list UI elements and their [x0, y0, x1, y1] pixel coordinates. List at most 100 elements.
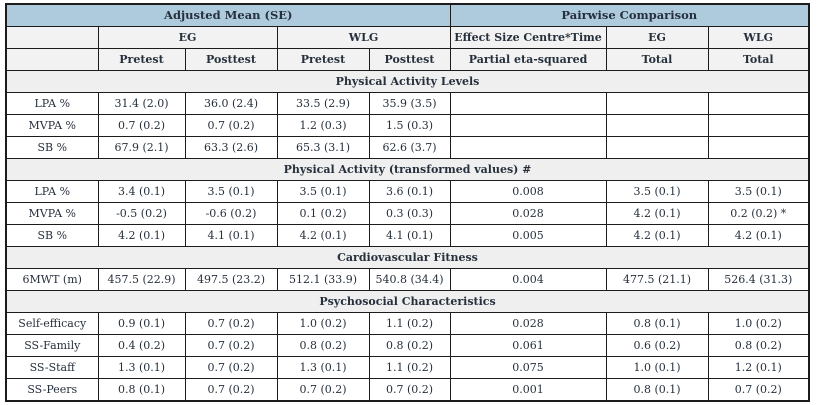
cell-wlg-total: 3.5 (0.1) — [707, 180, 810, 203]
cell-eg-total: 4.2 (0.1) — [605, 202, 709, 225]
table-row: SS-Staff 1.3 (0.1) 0.7 (0.2) 1.3 (0.1) 1… — [5, 356, 810, 379]
cell-wlg-posttest: 1.5 (0.3) — [368, 114, 451, 137]
wlg-total-header: Total — [707, 48, 810, 71]
cell-wlg-total: 526.4 (31.3) — [707, 268, 810, 291]
cell-effect-size: 0.061 — [449, 334, 607, 357]
row-label: 6MWT (m) — [5, 268, 99, 291]
cell-eg-posttest: 0.7 (0.2) — [184, 378, 278, 402]
eg-total-header: Total — [605, 48, 709, 71]
cell-wlg-pretest: 1.2 (0.3) — [276, 114, 370, 137]
cell-eg-total: 477.5 (21.1) — [605, 268, 709, 291]
cell-wlg-total: 0.7 (0.2) — [707, 378, 810, 402]
cell-wlg-total — [707, 136, 810, 159]
cell-effect-size: 0.075 — [449, 356, 607, 379]
section-title: Cardiovascular Fitness — [5, 246, 810, 269]
cell-eg-posttest: 3.5 (0.1) — [184, 180, 278, 203]
section-title: Psychosocial Characteristics — [5, 290, 810, 313]
cell-eg-pretest: 0.9 (0.1) — [97, 312, 186, 335]
cell-wlg-pretest: 0.1 (0.2) — [276, 202, 370, 225]
row-label: LPA % — [5, 92, 99, 115]
pairwise-comparison-header: Pairwise Comparison — [449, 3, 810, 27]
cell-eg-total — [605, 114, 709, 137]
cell-eg-pretest: 4.2 (0.1) — [97, 224, 186, 247]
cell-eg-pretest: 0.8 (0.1) — [97, 378, 186, 402]
effect-size-header: Effect Size Centre*Time — [449, 26, 607, 49]
cell-wlg-total: 1.2 (0.1) — [707, 356, 810, 379]
cell-eg-posttest: 63.3 (2.6) — [184, 136, 278, 159]
corner-cell — [5, 48, 99, 71]
corner-cell — [5, 26, 99, 49]
cell-effect-size — [449, 114, 607, 137]
cell-eg-total — [605, 136, 709, 159]
cell-eg-pretest: 0.7 (0.2) — [97, 114, 186, 137]
cell-wlg-pretest: 3.5 (0.1) — [276, 180, 370, 203]
cell-eg-total — [605, 92, 709, 115]
eg-group-header: EG — [97, 26, 278, 49]
wlg-group-header: WLG — [276, 26, 451, 49]
cell-eg-posttest: 36.0 (2.4) — [184, 92, 278, 115]
eg-posttest-header: Posttest — [184, 48, 278, 71]
cell-eg-pretest: 0.4 (0.2) — [97, 334, 186, 357]
cell-wlg-total: 1.0 (0.2) — [707, 312, 810, 335]
cell-eg-total: 0.8 (0.1) — [605, 312, 709, 335]
cell-wlg-posttest: 1.1 (0.2) — [368, 356, 451, 379]
cell-wlg-posttest: 4.1 (0.1) — [368, 224, 451, 247]
row-label: SS-Staff — [5, 356, 99, 379]
table-row: SS-Peers 0.8 (0.1) 0.7 (0.2) 0.7 (0.2) 0… — [5, 378, 810, 402]
cell-wlg-posttest: 0.7 (0.2) — [368, 378, 451, 402]
cell-effect-size — [449, 136, 607, 159]
cell-eg-total: 0.6 (0.2) — [605, 334, 709, 357]
cell-wlg-pretest: 0.8 (0.2) — [276, 334, 370, 357]
cell-wlg-pretest: 4.2 (0.1) — [276, 224, 370, 247]
row-label: MVPA % — [5, 114, 99, 137]
adjusted-mean-header: Adjusted Mean (SE) — [5, 3, 451, 27]
cell-effect-size: 0.005 — [449, 224, 607, 247]
cell-effect-size: 0.001 — [449, 378, 607, 402]
cell-wlg-total: 0.8 (0.2) — [707, 334, 810, 357]
table-row: MVPA % -0.5 (0.2) -0.6 (0.2) 0.1 (0.2) 0… — [5, 202, 810, 225]
cell-eg-pretest: 1.3 (0.1) — [97, 356, 186, 379]
cell-wlg-posttest: 35.9 (3.5) — [368, 92, 451, 115]
pairwise-wlg-header: WLG — [707, 26, 810, 49]
table-row: SB % 4.2 (0.1) 4.1 (0.1) 4.2 (0.1) 4.1 (… — [5, 224, 810, 247]
wlg-pretest-header: Pretest — [276, 48, 370, 71]
partial-eta-header: Partial eta-squared — [449, 48, 607, 71]
cell-wlg-pretest: 1.3 (0.1) — [276, 356, 370, 379]
cell-eg-posttest: 4.1 (0.1) — [184, 224, 278, 247]
cell-wlg-total: 4.2 (0.1) — [707, 224, 810, 247]
wlg-posttest-header: Posttest — [368, 48, 451, 71]
cell-eg-total: 1.0 (0.1) — [605, 356, 709, 379]
section-header: Physical Activity Levels — [5, 70, 810, 93]
table-row: Self-efficacy 0.9 (0.1) 0.7 (0.2) 1.0 (0… — [5, 312, 810, 335]
section-title: Physical Activity Levels — [5, 70, 810, 93]
cell-effect-size — [449, 92, 607, 115]
cell-eg-pretest: 3.4 (0.1) — [97, 180, 186, 203]
header-row-subgroups: EG WLG Effect Size Centre*Time EG WLG — [5, 26, 810, 49]
table-row: LPA % 31.4 (2.0) 36.0 (2.4) 33.5 (2.9) 3… — [5, 92, 810, 115]
results-table: Adjusted Mean (SE) Pairwise Comparison E… — [5, 3, 811, 402]
cell-effect-size: 0.028 — [449, 202, 607, 225]
cell-eg-posttest: -0.6 (0.2) — [184, 202, 278, 225]
cell-wlg-posttest: 62.6 (3.7) — [368, 136, 451, 159]
cell-eg-posttest: 0.7 (0.2) — [184, 356, 278, 379]
table-row: LPA % 3.4 (0.1) 3.5 (0.1) 3.5 (0.1) 3.6 … — [5, 180, 810, 203]
cell-eg-pretest: 457.5 (22.9) — [97, 268, 186, 291]
cell-effect-size: 0.008 — [449, 180, 607, 203]
cell-eg-total: 0.8 (0.1) — [605, 378, 709, 402]
section-title: Physical Activity (transformed values) # — [5, 158, 810, 181]
table-row: SB % 67.9 (2.1) 63.3 (2.6) 65.3 (3.1) 62… — [5, 136, 810, 159]
cell-eg-pretest: 67.9 (2.1) — [97, 136, 186, 159]
row-label: SB % — [5, 224, 99, 247]
table-row: MVPA % 0.7 (0.2) 0.7 (0.2) 1.2 (0.3) 1.5… — [5, 114, 810, 137]
row-label: MVPA % — [5, 202, 99, 225]
cell-eg-posttest: 0.7 (0.2) — [184, 334, 278, 357]
section-header: Cardiovascular Fitness — [5, 246, 810, 269]
cell-eg-posttest: 0.7 (0.2) — [184, 114, 278, 137]
header-row-measures: Pretest Posttest Pretest Posttest Partia… — [5, 48, 810, 71]
row-label: SS-Peers — [5, 378, 99, 402]
row-label: LPA % — [5, 180, 99, 203]
cell-eg-pretest: 31.4 (2.0) — [97, 92, 186, 115]
cell-wlg-pretest: 1.0 (0.2) — [276, 312, 370, 335]
cell-wlg-posttest: 540.8 (34.4) — [368, 268, 451, 291]
